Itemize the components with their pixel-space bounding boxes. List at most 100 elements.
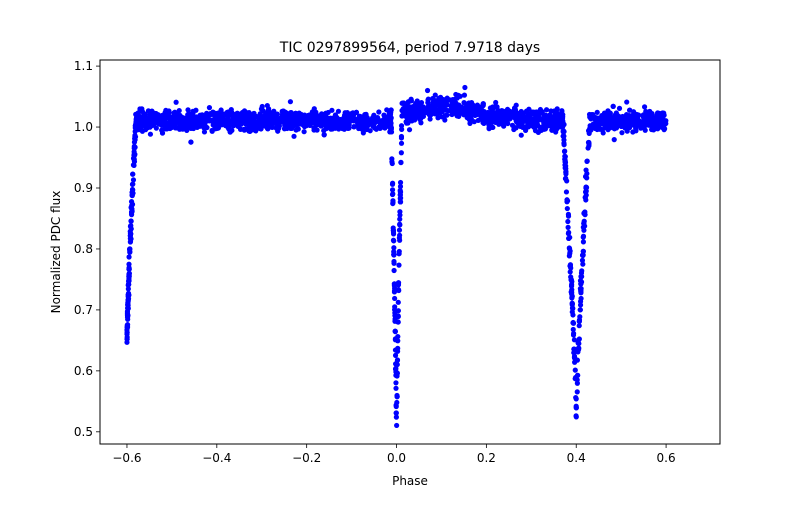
data-point — [365, 119, 371, 125]
data-point — [207, 118, 213, 124]
data-point — [397, 221, 403, 227]
data-point — [344, 110, 350, 116]
data-point — [394, 422, 400, 429]
data-point — [126, 270, 132, 277]
data-point — [287, 115, 294, 121]
data-point — [299, 116, 306, 123]
data-point — [660, 112, 666, 118]
data-point — [535, 122, 541, 128]
data-point — [124, 336, 130, 342]
data-point — [186, 113, 192, 119]
data-point — [301, 129, 307, 135]
data-point — [413, 100, 419, 106]
data-point — [201, 129, 208, 135]
data-point — [397, 209, 403, 215]
data-point — [124, 329, 130, 336]
x-tick-label: −0.6 — [112, 451, 141, 465]
data-point — [258, 106, 265, 112]
data-point — [430, 95, 436, 102]
data-point — [389, 187, 396, 193]
data-point — [566, 235, 572, 242]
data-point — [511, 114, 517, 120]
data-point — [572, 367, 578, 373]
data-point — [576, 318, 582, 324]
data-point — [420, 104, 427, 110]
data-point — [411, 117, 418, 123]
y-tick-label: 1.0 — [74, 120, 93, 134]
data-point — [199, 114, 205, 120]
data-point — [137, 106, 143, 112]
data-point — [244, 113, 250, 119]
data-point — [128, 218, 134, 224]
data-point — [390, 200, 396, 207]
data-point — [577, 298, 584, 305]
data-point — [519, 116, 525, 122]
data-point — [576, 323, 582, 329]
data-point — [395, 334, 401, 340]
data-point — [390, 227, 396, 233]
y-axis: 0.5 0.6 0.7 0.8 0.9 1.0 1.1 — [74, 59, 100, 439]
data-point — [426, 103, 432, 109]
data-point — [543, 107, 550, 113]
data-point — [613, 125, 620, 131]
data-point — [168, 118, 174, 124]
data-point — [640, 124, 646, 130]
data-point — [129, 186, 136, 193]
data-point — [592, 115, 599, 121]
data-point — [559, 116, 565, 122]
data-point — [565, 224, 571, 230]
data-point — [305, 112, 311, 119]
data-point — [310, 119, 316, 125]
data-point — [570, 326, 576, 333]
data-point — [132, 128, 138, 135]
data-point — [564, 199, 570, 205]
data-point — [471, 119, 477, 125]
data-point — [541, 115, 547, 121]
data-point — [311, 106, 317, 112]
data-point — [583, 189, 589, 195]
data-point — [394, 357, 401, 363]
data-point — [412, 106, 419, 112]
data-point — [265, 107, 272, 113]
data-point — [637, 120, 644, 126]
data-point — [251, 127, 257, 133]
data-point — [163, 119, 169, 125]
data-point — [553, 126, 559, 132]
data-point — [147, 131, 154, 137]
plot-frame — [99, 59, 721, 445]
data-point — [384, 107, 390, 113]
data-point — [206, 105, 213, 111]
data-point — [418, 120, 424, 126]
data-point — [376, 109, 382, 115]
data-point — [514, 119, 520, 126]
data-point — [539, 109, 545, 115]
data-point — [125, 302, 131, 308]
data-point — [567, 269, 573, 275]
data-point — [559, 108, 565, 114]
data-point — [493, 112, 499, 118]
data-point — [443, 96, 450, 102]
data-point — [456, 113, 462, 119]
data-point — [462, 84, 468, 91]
data-point — [280, 108, 286, 114]
data-point — [393, 380, 399, 386]
data-point — [166, 113, 172, 119]
data-point — [261, 123, 267, 129]
data-point — [452, 96, 458, 102]
data-point — [233, 117, 239, 123]
data-point — [398, 140, 405, 146]
data-point — [565, 218, 571, 225]
data-point — [391, 251, 397, 258]
data-point — [575, 339, 581, 345]
data-point — [360, 120, 366, 126]
data-point — [126, 281, 132, 288]
data-point — [291, 133, 297, 139]
x-tick-label: 0.6 — [657, 451, 676, 465]
data-point — [573, 396, 579, 402]
data-point — [125, 297, 131, 303]
data-point — [535, 129, 541, 135]
data-point — [627, 107, 633, 113]
data-point — [393, 385, 399, 391]
